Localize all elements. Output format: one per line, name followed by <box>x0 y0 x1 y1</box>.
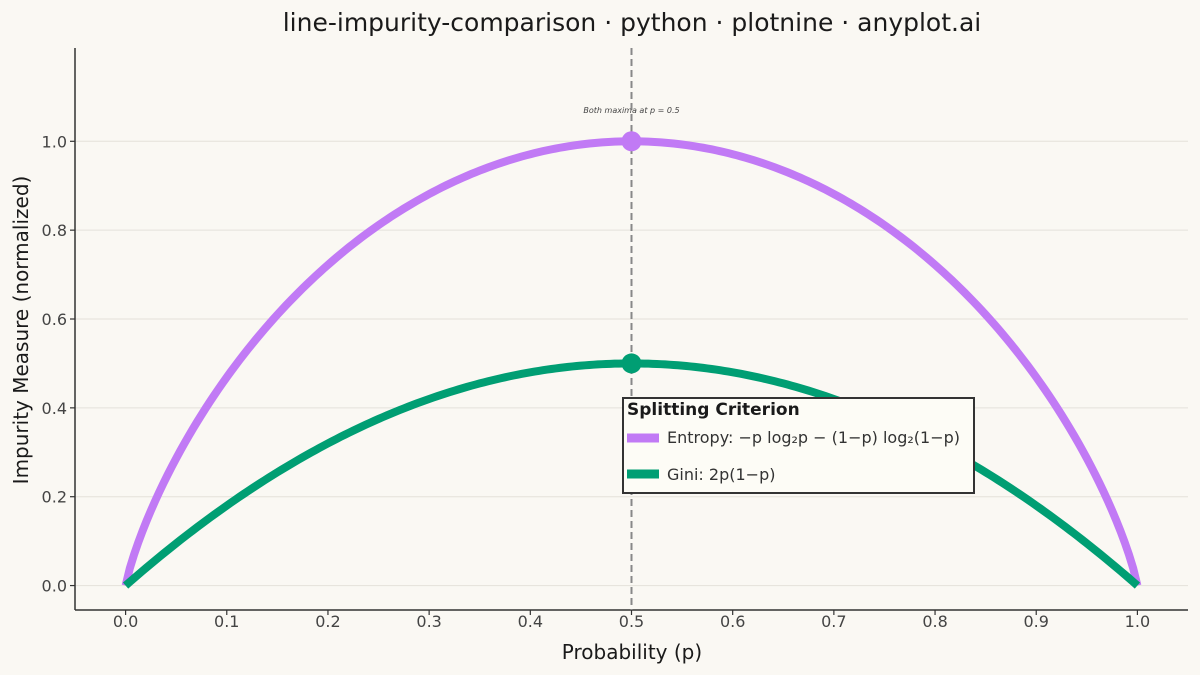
legend-label-gini: Gini: 2p(1−p) <box>667 465 775 484</box>
legend-title: Splitting Criterion <box>627 400 800 420</box>
x-tick-label-0: 0.0 <box>113 612 138 631</box>
x-tick-label-6: 0.6 <box>720 612 745 631</box>
x-tick-label-8: 0.8 <box>922 612 947 631</box>
legend-label-entropy: Entropy: −p log₂p − (1−p) log₂(1−p) <box>667 428 960 447</box>
x-tick-label-3: 0.3 <box>416 612 441 631</box>
x-tick-label-4: 0.4 <box>518 612 543 631</box>
legend-box <box>622 397 975 494</box>
x-tick-label-9: 0.9 <box>1024 612 1049 631</box>
maximum-marker-entropy <box>621 131 642 152</box>
y-tick-label-3: 0.6 <box>42 310 67 329</box>
maxima-annotation: Both maxima at p = 0.5 <box>583 106 679 115</box>
x-tick-label-5: 0.5 <box>619 612 644 631</box>
maxima-markers <box>621 131 642 374</box>
legend: Splitting Criterion Entropy: −p log₂p − … <box>622 397 975 494</box>
y-tick-label-0: 0.0 <box>42 577 67 596</box>
x-tick-label-1: 0.1 <box>214 612 239 631</box>
x-axis-label: Probability (p) <box>562 640 702 664</box>
chart-title: line-impurity-comparison · python · plot… <box>283 8 982 37</box>
y-axis-label: Impurity Measure (normalized) <box>9 176 33 485</box>
y-tick-label-1: 0.2 <box>42 488 67 507</box>
y-tick-label-5: 1.0 <box>42 132 67 151</box>
y-tick-label-4: 0.8 <box>42 221 67 240</box>
y-axis-ticks: 0.0 0.2 0.4 0.6 0.8 1.0 <box>42 132 75 596</box>
x-tick-label-10: 1.0 <box>1125 612 1150 631</box>
y-tick-label-2: 0.4 <box>42 399 67 418</box>
x-axis-ticks: 0.0 0.1 0.2 0.3 0.4 0.5 0.6 0.7 0.8 0.9 1.0 <box>113 610 1150 631</box>
x-tick-label-2: 0.2 <box>315 612 340 631</box>
x-tick-label-7: 0.7 <box>821 612 846 631</box>
maximum-marker-gini <box>621 353 642 374</box>
